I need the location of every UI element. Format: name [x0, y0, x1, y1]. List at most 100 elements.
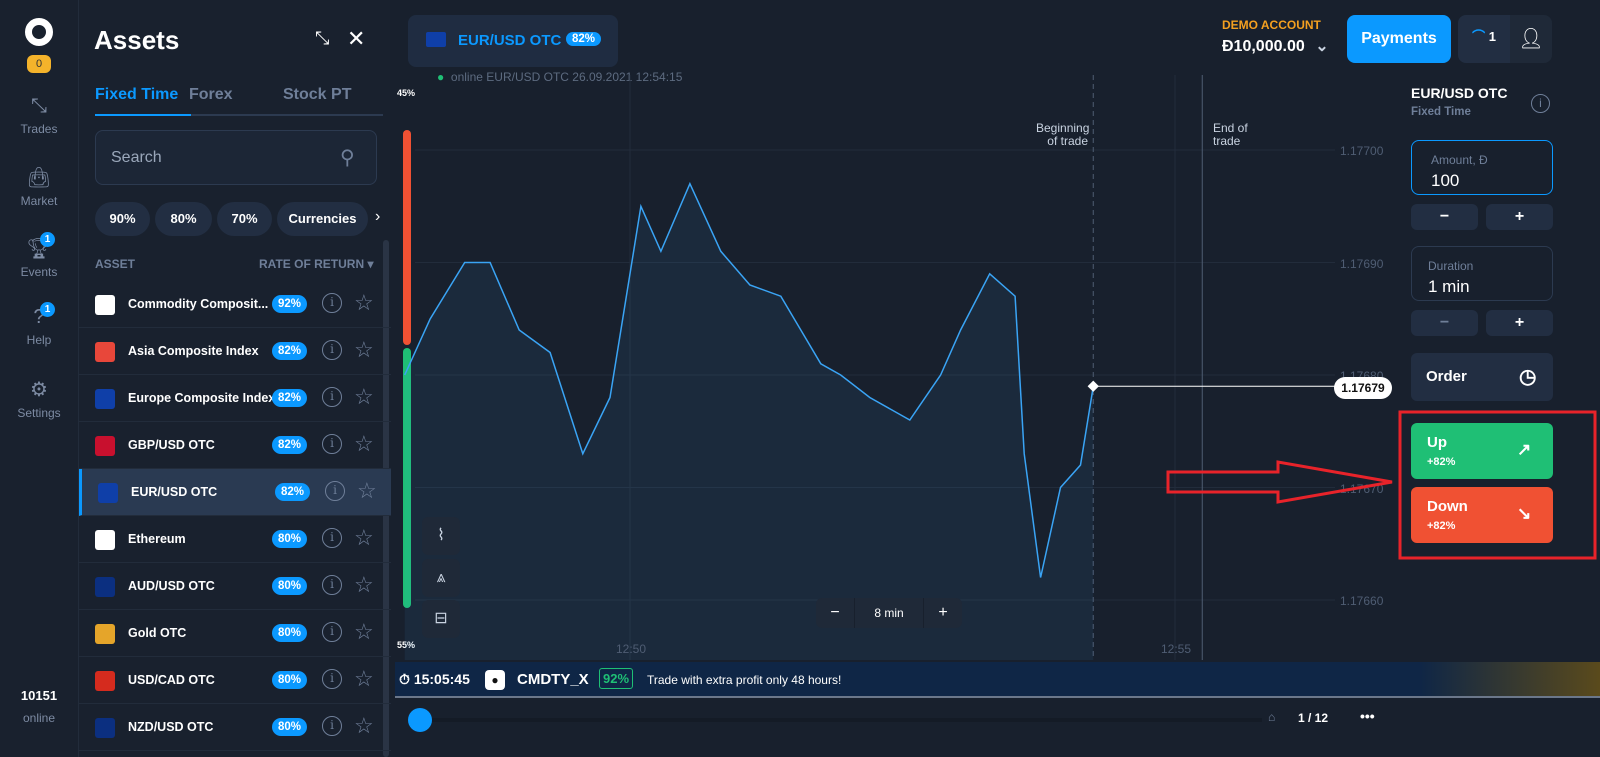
star-icon[interactable]: ☆ — [354, 619, 374, 644]
chip-currencies[interactable]: Currencies — [277, 202, 368, 236]
asset-row[interactable]: NZD/USD OTC 80% i ☆ — [79, 704, 391, 751]
nav-market[interactable]: 👜︎ Market — [0, 165, 78, 208]
chip-70[interactable]: 70% — [217, 202, 272, 236]
duration-decrease-button[interactable]: − — [1411, 310, 1478, 336]
zoom-out-button[interactable]: − — [830, 604, 840, 621]
sentiment-up-bar — [403, 348, 411, 608]
duration-input[interactable]: Duration 1 min — [1411, 246, 1553, 301]
asset-row[interactable]: Commodity Composit... 92% i ☆ — [79, 281, 391, 328]
star-icon[interactable]: ☆ — [357, 478, 377, 503]
order-button[interactable]: Order ◷ — [1411, 353, 1553, 401]
asset-row[interactable]: Europe Composite Index 82% i ☆ — [79, 375, 391, 422]
promo-banner[interactable]: ⏱ 15:05:45 ● CMDTY_X 92% Trade with extr… — [395, 662, 1600, 698]
more-icon[interactable]: ••• — [1360, 708, 1375, 724]
chip-80[interactable]: 80% — [155, 202, 212, 236]
info-icon[interactable]: i — [322, 387, 342, 407]
account-type: DEMO ACCOUNT — [1222, 18, 1321, 32]
asset-row[interactable]: GBP/USD OTC 82% i ☆ — [79, 422, 391, 469]
drop-icon: ● — [485, 670, 505, 690]
asset-row[interactable]: Gold OTC 80% i ☆ — [79, 610, 391, 657]
star-icon[interactable]: ☆ — [354, 572, 374, 597]
promo-ticker: CMDTY_X — [517, 671, 589, 688]
nav-events[interactable]: 🏆︎ 1 Events — [0, 232, 78, 279]
star-icon[interactable]: ☆ — [354, 431, 374, 456]
asset-rate: 82% — [566, 32, 602, 46]
notif-count: 1 — [1488, 29, 1496, 44]
help-icon: ? 1 — [0, 302, 78, 329]
carousel-handle[interactable] — [408, 708, 432, 732]
star-icon[interactable]: ☆ — [354, 290, 374, 315]
logo[interactable] — [25, 18, 53, 46]
duration-increase-button[interactable]: + — [1486, 310, 1553, 336]
info-icon[interactable]: i — [322, 434, 342, 454]
search-placeholder: Search — [111, 149, 162, 166]
asset-row[interactable]: USD/CAD OTC 80% i ☆ — [79, 657, 391, 704]
info-icon[interactable]: i — [322, 575, 342, 595]
star-icon[interactable]: ☆ — [354, 666, 374, 691]
timeframe-value[interactable]: 8 min — [854, 598, 924, 628]
info-icon[interactable]: i — [322, 293, 342, 313]
account-balance[interactable]: Đ10,000.00 ⌄ — [1222, 36, 1329, 56]
asset-row[interactable]: AUD/USD OTC 80% i ☆ — [79, 563, 391, 610]
asset-flag-icon — [95, 671, 115, 691]
collapse-icon[interactable]: ⤡ — [315, 28, 330, 48]
info-icon[interactable]: i — [322, 669, 342, 689]
tab-fixed-time[interactable]: Fixed Time — [95, 86, 179, 103]
nav-trades[interactable]: ⤡ Trades — [0, 95, 78, 136]
current-price-marker — [1087, 380, 1099, 392]
layout-icon[interactable]: ⊟ — [422, 600, 460, 638]
asset-row[interactable]: EUR/USD OTC 82% i ☆ — [79, 469, 391, 516]
search-icon: ⚲ — [340, 147, 355, 169]
amount-decrease-button[interactable]: − — [1411, 204, 1478, 230]
asset-rate: 82% — [272, 342, 307, 360]
notifications-button[interactable]: ⌒ 1 — [1458, 15, 1510, 63]
asset-row[interactable]: Ethereum 80% i ☆ — [79, 516, 391, 563]
up-button[interactable]: Up +82% ↗ — [1411, 423, 1553, 479]
trade-asset: EUR/USD OTC — [1411, 85, 1508, 101]
close-icon[interactable]: ✕ — [347, 26, 366, 51]
info-icon[interactable]: i — [325, 481, 345, 501]
info-icon[interactable]: i — [322, 528, 342, 548]
asset-row[interactable]: Asia Composite Index 82% i ☆ — [79, 328, 391, 375]
zoom-in-button[interactable]: + — [938, 604, 948, 621]
chevron-down-icon: ⌄ — [1315, 38, 1329, 55]
search-input[interactable]: Search ⚲ — [95, 130, 377, 185]
hat-icon: ⌂ — [1268, 710, 1276, 724]
star-icon[interactable]: ☆ — [354, 713, 374, 738]
tab-stock-pt[interactable]: Stock PT — [283, 86, 352, 103]
price-chart[interactable] — [395, 75, 1395, 660]
down-button[interactable]: Down +82% ↘ — [1411, 487, 1553, 543]
annotation-arrow — [1166, 410, 1597, 560]
asset-name: Europe Composite Index — [128, 391, 276, 405]
amount-input[interactable]: Amount, Đ 100 — [1411, 140, 1553, 195]
profile-icon[interactable]: 👤︎ — [1510, 15, 1552, 63]
nav-settings[interactable]: ⚙ Settings — [0, 377, 78, 420]
label-line: Beginning — [1036, 121, 1090, 135]
amount-increase-button[interactable]: + — [1486, 204, 1553, 230]
info-icon[interactable]: i — [322, 340, 342, 360]
info-icon[interactable]: i — [322, 716, 342, 736]
up-pct: +82% — [1427, 456, 1456, 468]
col-rate-of-return[interactable]: RATE OF RETURN ▾ — [259, 257, 373, 271]
nav-help[interactable]: ? 1 Help — [0, 302, 78, 347]
order-label: Order — [1426, 368, 1467, 385]
info-icon[interactable]: i — [1531, 94, 1550, 113]
label-line: of trade — [1047, 134, 1088, 148]
asset-name: EUR/USD OTC — [458, 32, 562, 49]
chip-90[interactable]: 90% — [95, 202, 150, 236]
eu-us-flag-icon — [426, 32, 446, 47]
tab-forex[interactable]: Forex — [189, 86, 233, 103]
star-icon[interactable]: ☆ — [354, 384, 374, 409]
asset-selector[interactable]: EUR/USD OTC 82% — [408, 15, 618, 67]
indicator-icon[interactable]: ⌇ — [422, 517, 460, 555]
payments-button[interactable]: Payments — [1347, 15, 1451, 63]
col-asset: ASSET — [95, 257, 136, 271]
star-icon[interactable]: ☆ — [354, 525, 374, 550]
y-tick: 1.17700 — [1340, 144, 1384, 158]
info-icon[interactable]: i — [322, 622, 342, 642]
drawing-icon[interactable]: ⩓ — [422, 559, 460, 597]
star-icon[interactable]: ☆ — [354, 337, 374, 362]
chevron-right-icon[interactable]: › — [375, 208, 381, 225]
sentiment-down-bar — [403, 130, 411, 345]
carousel-track[interactable] — [432, 718, 1262, 722]
